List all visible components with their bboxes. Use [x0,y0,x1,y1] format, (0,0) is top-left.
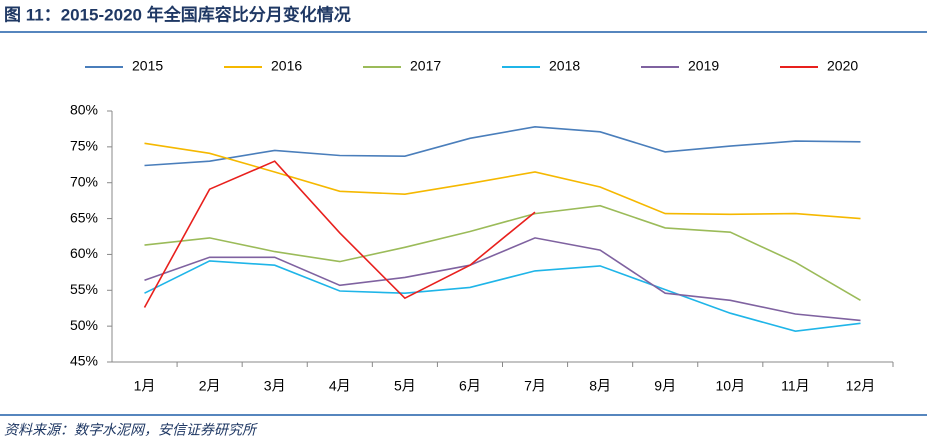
y-tick-label: 55% [70,281,98,297]
y-tick-label: 70% [70,173,98,189]
x-tick-label: 8月 [589,378,611,394]
y-tick-label: 80% [70,102,98,118]
x-tick-label: 2月 [199,378,221,394]
y-tick-label: 65% [70,209,98,225]
x-tick-label: 11月 [781,378,810,394]
series-line [144,204,861,301]
x-tick-label: 9月 [654,378,676,394]
x-tick-label: 1月 [134,378,156,394]
y-tick-label: 45% [70,353,98,369]
y-tick-label: 50% [70,317,98,333]
series-line [144,237,861,322]
x-tick-label: 7月 [524,378,546,394]
x-tick-label: 10月 [716,378,746,394]
series-line [144,260,861,333]
legend-label: 2016 [271,58,302,74]
chart-title: 图 11：2015-2020 年全国库容比分月变化情况 [4,4,351,24]
legend-label: 2017 [410,58,441,74]
source-note: 资料来源：数字水泥网，安信证券研究所 [4,422,258,438]
legend-label: 2015 [132,58,163,74]
x-tick-label: 12月 [846,378,876,394]
legend-label: 2018 [549,58,580,74]
series-line [143,160,536,308]
legend-label: 2020 [827,58,858,74]
y-tick-label: 75% [70,138,98,154]
x-tick-label: 5月 [394,378,416,394]
legend-label: 2019 [688,58,719,74]
x-tick-label: 3月 [264,378,286,394]
x-tick-label: 4月 [329,378,351,394]
x-tick-label: 6月 [459,378,481,394]
y-tick-label: 60% [70,245,98,261]
series-line [144,125,861,167]
series-line [144,142,861,220]
